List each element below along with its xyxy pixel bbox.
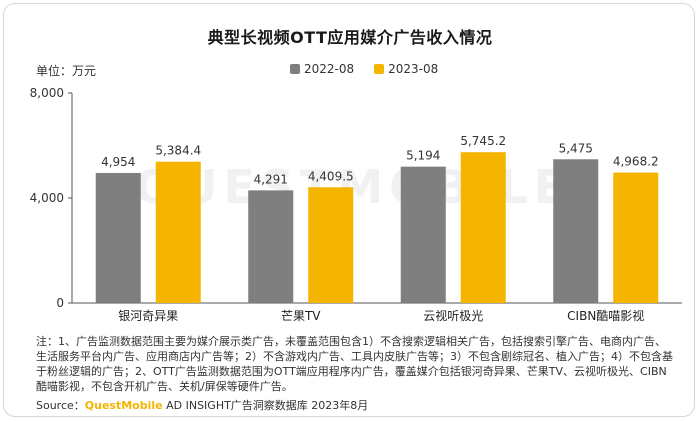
unit-label: 单位：万元: [36, 64, 97, 78]
source-brand: QuestMobile: [84, 399, 163, 412]
x-tick-label: 芒果TV: [281, 308, 321, 323]
bar-2023-08: [308, 187, 354, 303]
legend-swatch-2023: [374, 64, 385, 74]
bar-value-label: 5,745.2: [460, 134, 506, 148]
x-tick-label: CIBN酷喵影视: [567, 308, 644, 323]
chart-title: 典型长视频OTT应用媒介广告收入情况: [207, 28, 493, 47]
source-label: Source：: [36, 399, 85, 412]
bar-value-label: 5,475: [559, 141, 593, 155]
x-tick-label: 云视听极光: [423, 308, 483, 323]
legend-label-2022: 2022-08: [304, 62, 355, 76]
bar-2022-08: [95, 172, 141, 303]
bar-2022-08: [553, 159, 599, 303]
source-text: AD INSIGHT广告洞察数据库 2023年8月: [162, 399, 369, 412]
y-tick-label: 8,000: [30, 86, 64, 100]
legend-label-2023: 2023-08: [388, 62, 439, 76]
source-line: Source：QuestMobile AD INSIGHT广告洞察数据库 202…: [36, 397, 368, 413]
legend: 2022-08 2023-08: [290, 62, 438, 76]
bar-value-label: 4,291: [254, 172, 288, 186]
bar-2023-08: [155, 161, 201, 303]
legend-entry-2022: 2022-08: [290, 62, 354, 76]
bar-value-label: 5,384.4: [155, 144, 201, 158]
bar-2023-08: [613, 172, 659, 303]
bar-value-label: 4,968.2: [613, 155, 659, 169]
legend-entry-2023: 2023-08: [374, 62, 438, 76]
y-tick-label: 0: [56, 296, 64, 310]
bar-2023-08: [460, 152, 506, 303]
bar-2022-08: [248, 190, 294, 303]
bar-value-label: 4,409.5: [308, 169, 354, 183]
y-tick-label: 4,000: [30, 191, 64, 205]
legend-swatch-2022: [290, 64, 300, 74]
bar-value-label: 4,954: [101, 155, 135, 169]
bar-value-label: 5,194: [406, 149, 440, 163]
x-tick-label: 银河奇异果: [118, 309, 178, 323]
bar-2022-08: [400, 166, 446, 303]
footnote: 注：1、广告监测数据范围主要为媒介展示类广告，未覆盖范围包含1）不含搜索逻辑相关…: [36, 335, 673, 393]
